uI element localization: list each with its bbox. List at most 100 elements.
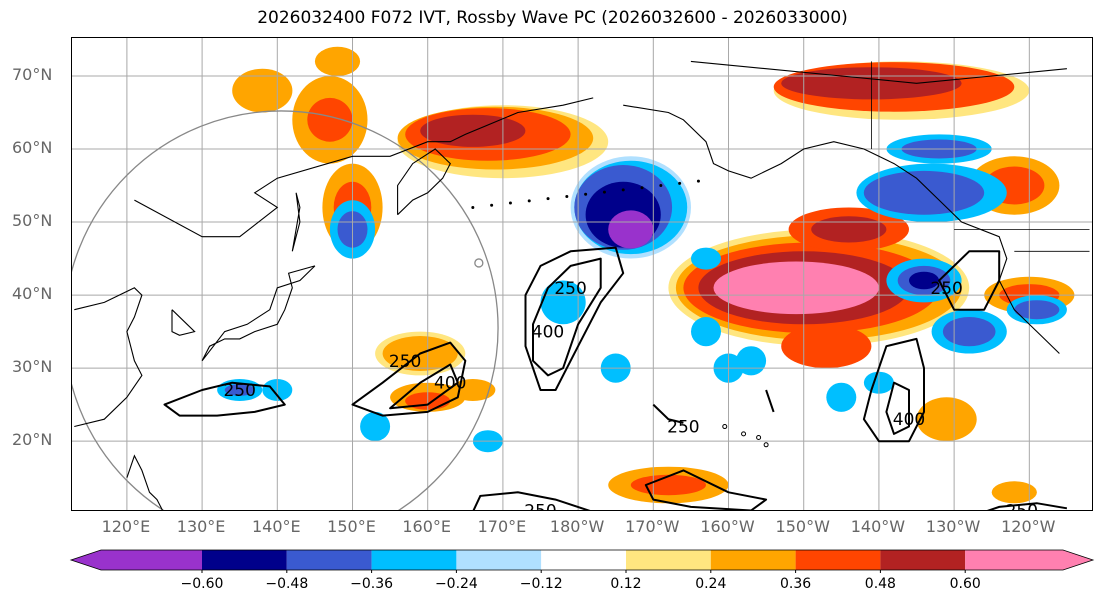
island	[527, 199, 531, 203]
ivt-anomaly-region	[224, 384, 255, 396]
colorbar-segment	[202, 550, 287, 570]
ivt-anomaly-region	[863, 170, 985, 215]
colorbar-tick-label: 0.48	[864, 576, 896, 592]
colorbar-segment	[965, 550, 1093, 570]
lon-tick-label: 150°E	[327, 517, 376, 536]
ivt-anomaly-region	[630, 474, 707, 496]
island	[678, 181, 682, 185]
contour-label: 400	[893, 410, 925, 430]
ivt-contour	[472, 491, 591, 510]
island	[584, 192, 588, 196]
colorbar-tick-label: −0.12	[519, 576, 563, 592]
colorbar-segment	[541, 550, 626, 570]
island	[565, 194, 569, 198]
colorbar-segment	[286, 550, 372, 570]
colorbar-tick-label: 0.24	[695, 576, 727, 592]
ivt-anomaly-region	[691, 247, 721, 270]
colorbar-tick-label: 0.36	[780, 576, 812, 592]
ivt-contour	[351, 341, 467, 417]
island	[659, 184, 663, 188]
coastline	[201, 265, 316, 362]
lon-tick-label: 120°W	[1001, 517, 1056, 536]
island	[621, 188, 625, 192]
ivt-contour	[765, 389, 775, 413]
colorbar-outline	[69, 549, 1095, 571]
ivt-contour	[644, 469, 768, 510]
ivt-contours	[163, 246, 1068, 510]
coastline	[126, 454, 163, 510]
contour-label: 250	[554, 279, 586, 299]
ivt-anomaly-region	[781, 324, 872, 369]
ivt-anomaly-region	[826, 382, 857, 412]
ivt-anomaly-region	[811, 216, 887, 243]
contour-label: 250	[524, 502, 556, 511]
colorbar-segment	[795, 550, 881, 570]
contour-label: 250	[930, 279, 962, 299]
colorbar-tick-label: −0.24	[434, 576, 478, 592]
colorbar-tick-label: −0.60	[180, 576, 224, 592]
colorbar	[69, 549, 1095, 573]
contour-label: 400	[434, 374, 466, 394]
ivt-anomaly-region	[540, 280, 586, 325]
ivt-anomaly-region	[991, 481, 1037, 504]
lon-tick-label: 160°E	[402, 517, 452, 536]
contour-label: 250	[223, 381, 255, 401]
coastline	[291, 192, 301, 252]
range-circle-marker	[474, 258, 484, 268]
ivt-anomaly-region	[314, 46, 361, 76]
coastlines	[74, 60, 1090, 510]
coastline	[171, 309, 196, 336]
coastline	[690, 60, 1067, 84]
island	[602, 190, 606, 194]
lat-tick-label: 40°N	[12, 284, 53, 304]
lon-tick-label: 170°W	[625, 517, 680, 536]
island	[763, 442, 769, 448]
island	[471, 205, 475, 209]
lon-tick-label: 180°W	[549, 517, 605, 536]
colorbar-tick-label: −0.48	[265, 576, 309, 592]
map-title: 2026032400 F072 IVT, Rossby Wave PC (202…	[257, 8, 848, 28]
lon-tick-label: 170°E	[477, 517, 527, 536]
colorbar-segment	[456, 550, 542, 570]
map-canvas: 250 250 400 250 400 250 250 400 250 250	[72, 38, 1092, 511]
island	[508, 201, 512, 205]
colorbar-tick-label: 0.60	[949, 576, 981, 592]
ivt-anomaly-region	[909, 271, 939, 290]
map-panel[interactable]: 250 250 400 250 400 250 250 400 250 250	[71, 37, 1093, 511]
ivt-anomaly-region	[360, 411, 391, 442]
ivt-anomaly-region	[736, 346, 767, 376]
ivt-anomaly-region	[691, 317, 721, 347]
ivt-contour	[163, 381, 286, 417]
contour-labels: 250 250 400 250 400 250 250 400 250 250	[223, 279, 1038, 511]
coastline	[397, 148, 451, 216]
ivt-contour	[862, 337, 925, 443]
coastline	[74, 287, 143, 428]
lat-tick-label: 70°N	[12, 64, 53, 84]
ivt-contour	[986, 502, 1068, 510]
ivt-anomaly-region	[916, 397, 977, 442]
range-circle	[72, 110, 499, 510]
island	[640, 186, 644, 190]
island	[722, 424, 728, 430]
lon-tick-label: 120°E	[101, 517, 151, 536]
lat-tick-label: 30°N	[12, 357, 53, 377]
ivt-contour	[885, 381, 910, 435]
colorbar-segment	[371, 550, 457, 570]
island	[490, 203, 494, 207]
lat-tick-label: 60°N	[12, 138, 53, 157]
ivt-anomaly-region	[1014, 300, 1060, 320]
ivt-anomaly-region	[307, 97, 353, 142]
coastline	[134, 97, 594, 238]
ivt-contour	[938, 250, 1001, 311]
lon-tick-label: 140°W	[850, 517, 906, 536]
ivt-contour	[524, 246, 625, 391]
lon-tick-label: 160°W	[700, 517, 755, 536]
lat-tick-label: 50°N	[12, 211, 53, 231]
lat-tick-label: 20°N	[12, 430, 53, 450]
ivt-anomaly-region	[608, 210, 654, 249]
colorbar-segment	[71, 550, 202, 570]
colorbar-segment	[626, 550, 711, 570]
lon-tick-label: 130°E	[176, 517, 226, 536]
contour-label: 250	[1006, 502, 1038, 511]
lon-tick-label: 140°E	[251, 517, 301, 536]
